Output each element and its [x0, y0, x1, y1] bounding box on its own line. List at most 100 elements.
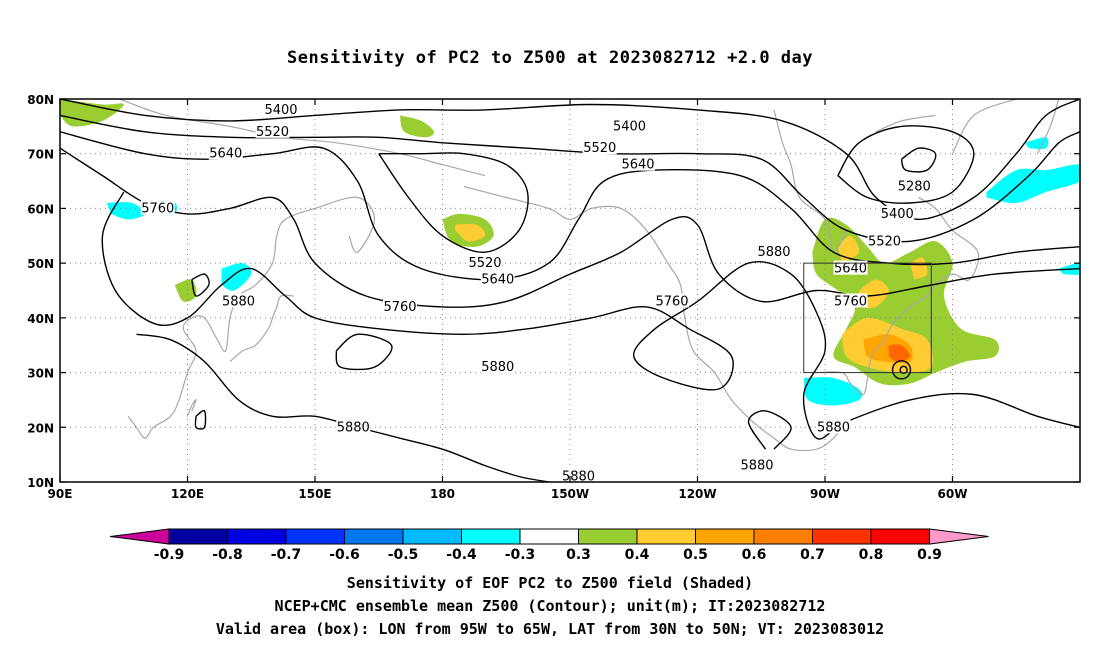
sensitivity-patch: [803, 377, 863, 406]
contour-label: 5880: [337, 420, 370, 435]
lon-tick-label: 120E: [171, 487, 204, 501]
contour-label-bg: [867, 233, 902, 248]
colorbar-box: [812, 528, 872, 545]
colorbar-box: [636, 528, 696, 545]
coastline: [875, 114, 936, 133]
contour-label: 5880: [757, 245, 790, 260]
contour-label-bg: [264, 101, 298, 116]
contour-label-bg: [383, 298, 417, 313]
colorbar-box: [461, 528, 521, 545]
contour-labels: 5400540052805400552055205520552056405640…: [140, 101, 932, 482]
contour-label: 5280: [898, 180, 931, 195]
colorbar-label: -0.4: [446, 547, 477, 563]
lat-tick-label: 10N: [27, 476, 54, 490]
contour-label: 5520: [468, 256, 501, 271]
contour-label-bg: [480, 359, 515, 374]
contour-label-bg: [897, 178, 932, 193]
contour-label: 5400: [613, 119, 646, 134]
contour-label: 5640: [621, 158, 654, 173]
coastline: [229, 294, 294, 363]
contour-5880: [194, 409, 207, 430]
contour-label: 5640: [834, 262, 867, 277]
contour-label-bg: [221, 293, 256, 308]
contour-5880: [335, 333, 393, 371]
axes: 90E 120E 150E 180 150W 120W 90W 60W 80N 70N 60N 50N…: [27, 93, 1080, 501]
footer-line-2: NCEP+CMC ensemble mean Z500 (Contour); u…: [274, 597, 826, 615]
map-title: Sensitivity of PC2 to Z500 at 2023082712…: [286, 48, 813, 68]
contour-label: 5640: [481, 273, 514, 288]
sensitivity-patch: [455, 224, 486, 242]
contour-label: 5520: [256, 125, 289, 140]
lat-tick-label: 20N: [27, 421, 54, 435]
colorbar-arrow-left: [109, 528, 170, 545]
colorbar-label: 0.8: [859, 547, 884, 563]
contour-label: 5520: [868, 234, 901, 249]
lat-tick-label: 70N: [27, 148, 54, 162]
footer-line-3: Valid area (box): LON from 95W to 65W, L…: [215, 620, 885, 638]
colorbar: -0.9 -0.8 -0.7 -0.6 -0.5 -0.4 -0.3 0.3 0.4 0.5 0.6…: [109, 528, 989, 563]
contour-label: 5880: [740, 459, 773, 474]
colorbar-label: -0.3: [505, 547, 536, 563]
colorbar-box: [344, 528, 404, 545]
contour-label-bg: [255, 123, 290, 138]
lat-tick-label: 80N: [27, 93, 54, 107]
colorbar-arrow-right: [929, 528, 989, 545]
sensitivity-patch: [400, 115, 435, 138]
colorbar-box: [870, 528, 930, 545]
sensitivity-patch: [106, 202, 146, 220]
contour-label-bg: [740, 457, 774, 472]
valid-area-box: [803, 262, 932, 374]
contour-label: 5880: [817, 420, 850, 435]
colorbar-box: [578, 528, 638, 545]
contour-ring: [891, 360, 912, 380]
colorbar-label: -0.6: [329, 547, 360, 563]
contour-5880: [136, 333, 549, 482]
lat-tick-label: 50N: [27, 257, 54, 271]
coastline: [186, 399, 197, 417]
contour-label-bg: [582, 140, 617, 155]
lat-tick-label: 60N: [27, 202, 54, 216]
contour-5520: [378, 152, 529, 253]
lon-tick-label: 90E: [48, 487, 73, 501]
colorbar-label: 0.7: [800, 547, 825, 563]
colorbar-label: -0.9: [154, 547, 185, 563]
contour-label-bg: [880, 205, 915, 220]
contour-label-bg: [468, 255, 502, 270]
colorbar-box: [227, 528, 287, 545]
coastline: [119, 99, 486, 177]
contour-label-bg: [621, 156, 655, 171]
contour-label-bg: [816, 419, 851, 434]
colorbar-label: 0.6: [742, 547, 767, 563]
contour-label: 5400: [881, 207, 914, 222]
colorbar-label: -0.8: [212, 547, 243, 563]
lat-tick-label: 30N: [27, 367, 54, 381]
colorbar-label: -0.7: [271, 547, 302, 563]
contour-label: 5760: [834, 294, 867, 309]
lon-tick-label: 90W: [810, 487, 840, 501]
contour-label: 5760: [655, 294, 688, 309]
colorbar-box: [753, 528, 813, 545]
colorbar-label: 0.9: [917, 547, 942, 563]
colorbar-box: [285, 528, 345, 545]
contour-label: 5400: [264, 103, 297, 118]
contour-label-bg: [833, 293, 868, 308]
colorbar-label: 0.3: [566, 547, 591, 563]
contour-label-bg: [612, 118, 647, 133]
colorbar-box: [519, 528, 579, 545]
sensitivity-patch: [888, 344, 911, 362]
contour-5640: [60, 131, 1080, 281]
sensitivity-patch: [174, 279, 197, 302]
lat-tick-label: 40N: [27, 312, 54, 326]
colorbar-box: [168, 528, 228, 545]
contour-label: 5760: [141, 201, 174, 216]
colorbar-label: -0.5: [388, 547, 419, 563]
contour-label: 5880: [481, 360, 514, 375]
coastline: [951, 99, 1017, 154]
coastline: [816, 196, 980, 396]
contour-label-bg: [757, 244, 791, 259]
contour-label-bg: [655, 293, 689, 308]
sensitivity-patch: [1024, 137, 1049, 150]
footer-line-1: Sensitivity of EOF PC2 to Z500 field (Sh…: [346, 574, 754, 592]
lon-tick-label: 150E: [298, 487, 331, 501]
